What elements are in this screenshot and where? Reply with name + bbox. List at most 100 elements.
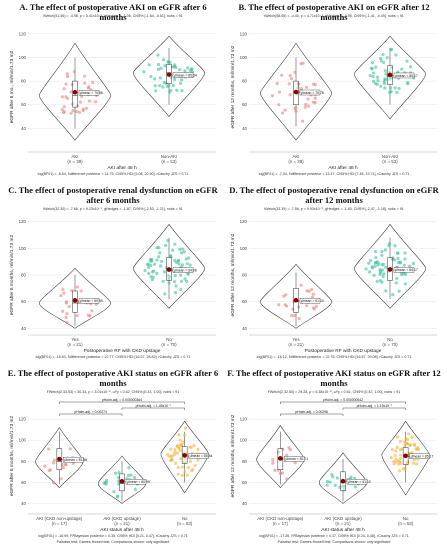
x-tick-label: Non-AKI — [382, 154, 399, 159]
violin-outline — [354, 35, 426, 120]
y-tick-label: 40 — [21, 501, 26, 506]
violin-outline — [160, 420, 209, 494]
x-axis-label: AKI after 48 h — [328, 165, 358, 171]
data-point — [408, 443, 412, 447]
y-tick-label: 100 — [240, 55, 248, 60]
mean-label-connector — [76, 300, 80, 302]
data-point — [132, 475, 137, 480]
data-point — [283, 108, 287, 112]
data-point — [175, 88, 179, 92]
data-point — [299, 87, 304, 91]
comparison-bracket — [342, 407, 406, 410]
data-point — [64, 300, 69, 304]
violin-chart: tWelch(32.30) = -7.66, p = 9.23x10⁻⁹, ĝH… — [9, 207, 216, 359]
panel-c: C. The effect of postoperative renal dys… — [4, 185, 222, 363]
data-point — [300, 119, 305, 123]
mean-label-box — [172, 72, 194, 78]
data-point — [169, 447, 173, 451]
data-point — [389, 456, 393, 460]
mean-label-box — [299, 297, 321, 304]
mean-label-connector — [76, 92, 80, 94]
data-point — [62, 87, 66, 91]
data-point — [62, 110, 66, 114]
data-point — [408, 65, 413, 69]
mean-label: μ̂mean = 85.54 — [174, 73, 197, 77]
data-point — [152, 269, 156, 273]
data-point — [90, 309, 94, 313]
mean-label-box — [125, 479, 147, 485]
data-point — [143, 268, 147, 273]
data-point — [403, 443, 407, 448]
data-point — [394, 53, 398, 57]
violin-outline — [354, 223, 426, 309]
data-point — [408, 264, 412, 268]
mean-label-connector — [407, 455, 410, 457]
data-point — [175, 444, 180, 448]
data-point — [410, 451, 414, 455]
data-point — [69, 90, 73, 94]
data-point — [158, 264, 163, 268]
data-point — [381, 274, 385, 279]
data-point — [404, 437, 408, 441]
comparison-label: pHolm-adj. = 0.000000364 — [102, 398, 142, 402]
x-axis-label: Postoperative RF with CKD upstage — [305, 348, 382, 354]
mean-label-box — [188, 453, 209, 459]
data-point — [176, 465, 180, 470]
data-point — [157, 255, 161, 259]
mean-label: μ̂mean = 60.99 — [127, 480, 150, 484]
mean-label-connector — [282, 458, 285, 460]
panel-title: A. The effect of postoperative AKI on eG… — [19, 2, 207, 22]
data-point — [161, 279, 165, 283]
data-point — [113, 471, 118, 475]
data-point — [72, 69, 76, 74]
data-point — [161, 85, 165, 89]
y-tick-label: 100 — [240, 246, 248, 251]
data-point — [171, 83, 176, 88]
data-point — [61, 465, 65, 470]
data-point — [77, 110, 82, 114]
data-point — [299, 283, 303, 287]
data-point — [65, 320, 69, 324]
comparison-label: pHolm-adj. = 0.00274 — [74, 410, 107, 414]
mean-label-box — [409, 453, 430, 460]
data-point — [178, 247, 182, 251]
data-point — [196, 447, 200, 452]
data-point — [162, 270, 167, 274]
data-point — [370, 266, 375, 270]
mean-label-connector — [391, 269, 395, 271]
data-point — [71, 461, 75, 466]
x-tick-label: No — [387, 337, 393, 342]
data-point — [388, 90, 392, 95]
data-point — [180, 263, 185, 267]
violin-outline — [256, 424, 305, 489]
mean-point — [293, 297, 299, 303]
data-point — [188, 445, 192, 449]
data-point — [384, 72, 388, 76]
y-tick-label: 40 — [242, 326, 247, 331]
x-tick-count: (n = 70) — [161, 342, 177, 347]
data-point — [398, 456, 403, 461]
data-point — [188, 263, 192, 267]
data-point — [189, 67, 194, 71]
x-tick-count: (n = 70) — [382, 342, 398, 347]
data-point — [331, 475, 335, 479]
data-point — [178, 68, 182, 72]
data-point — [415, 462, 419, 466]
y-tick-label: 40 — [242, 501, 247, 506]
mean-label-connector — [123, 481, 127, 483]
data-point — [297, 316, 301, 321]
data-point — [172, 453, 176, 457]
data-point — [75, 285, 80, 289]
data-point — [75, 104, 79, 108]
data-point — [405, 462, 409, 466]
data-point — [183, 69, 187, 73]
data-point — [176, 472, 180, 476]
data-point — [87, 99, 92, 103]
data-point — [158, 84, 162, 88]
data-point — [384, 265, 388, 269]
panel-title: D. The effect of postoperative renal dys… — [229, 185, 439, 205]
data-point — [163, 243, 168, 248]
data-point — [396, 251, 400, 255]
data-point — [379, 84, 383, 88]
data-point — [67, 304, 71, 309]
